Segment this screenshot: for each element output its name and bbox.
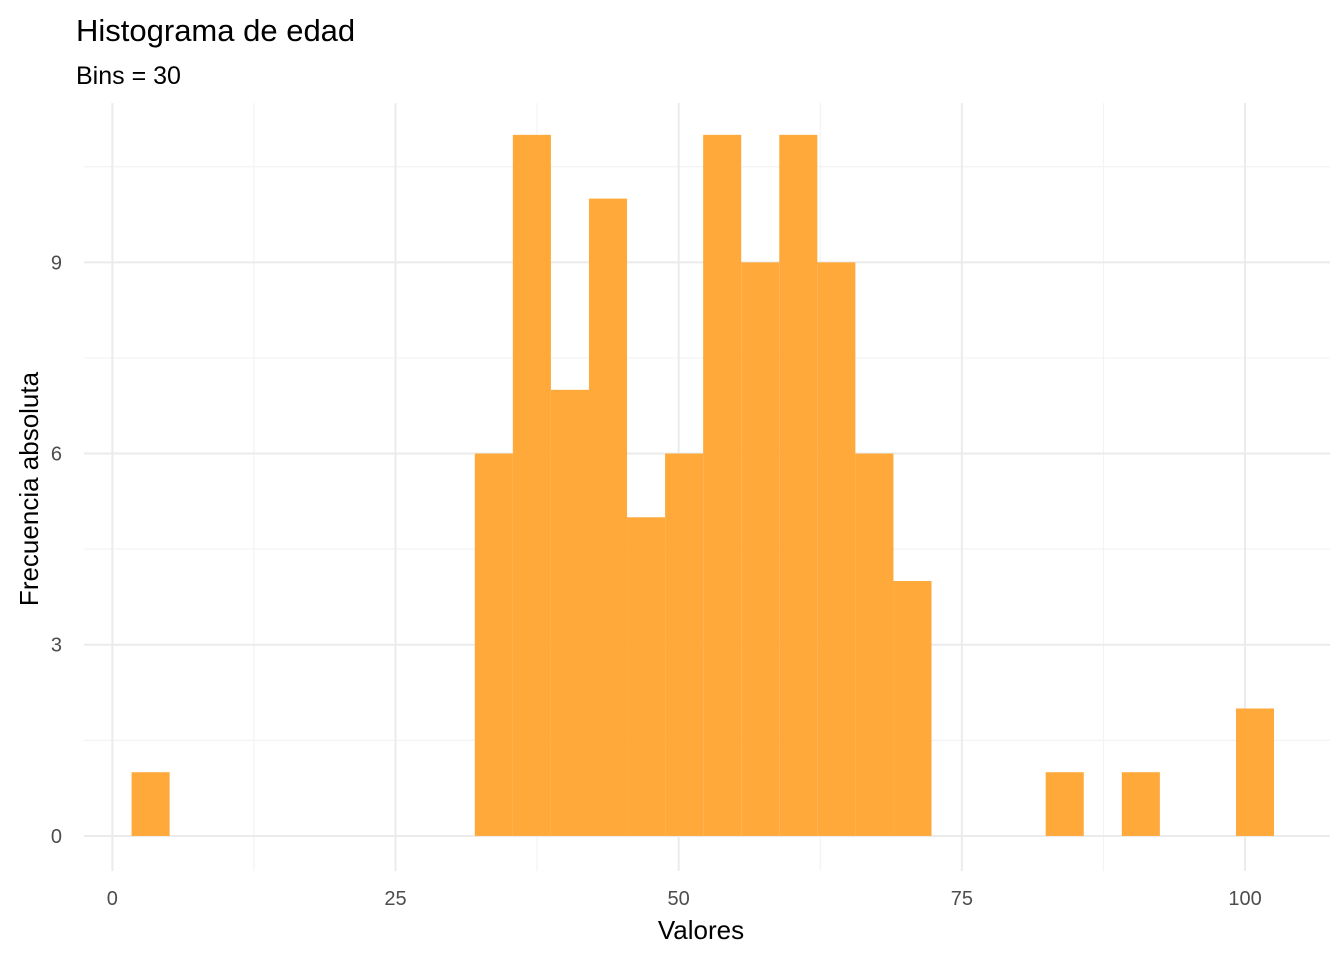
histogram-bar (131, 772, 170, 836)
y-axis-ticks: 0 3 6 9 (51, 252, 62, 848)
x-axis-ticks: 0 25 50 75 100 (107, 888, 1262, 910)
histogram-bar (550, 389, 589, 836)
y-tick-label: 9 (51, 252, 62, 274)
histogram-bar (779, 134, 818, 836)
x-tick-label: 50 (668, 888, 690, 910)
histogram-bar (1045, 772, 1084, 836)
x-tick-label: 0 (107, 888, 118, 910)
histogram-bar (703, 134, 742, 836)
x-tick-label: 100 (1228, 888, 1261, 910)
chart-subtitle: Bins = 30 (76, 62, 181, 90)
histogram-bar (1235, 708, 1275, 836)
histogram-bar (855, 453, 894, 836)
x-axis-title: Valores (658, 915, 744, 945)
histogram-bar (1121, 772, 1160, 836)
y-axis-title: Frecuencia absoluta (14, 371, 44, 606)
histogram-bar (665, 453, 704, 836)
histogram-bar (741, 262, 780, 836)
y-tick-label: 6 (51, 444, 62, 466)
x-tick-label: 25 (384, 888, 406, 910)
histogram-bar (512, 134, 551, 836)
histogram-bar (627, 517, 666, 836)
y-tick-label: 0 (51, 826, 62, 848)
histogram-bar (474, 453, 513, 836)
x-tick-label: 75 (951, 888, 973, 910)
histogram-bar (893, 581, 932, 836)
chart-title: Histograma de edad (76, 13, 355, 48)
y-tick-label: 3 (51, 635, 62, 657)
histogram-bar (588, 198, 628, 836)
histogram-bars (131, 134, 1275, 836)
histogram-bar (817, 262, 856, 836)
